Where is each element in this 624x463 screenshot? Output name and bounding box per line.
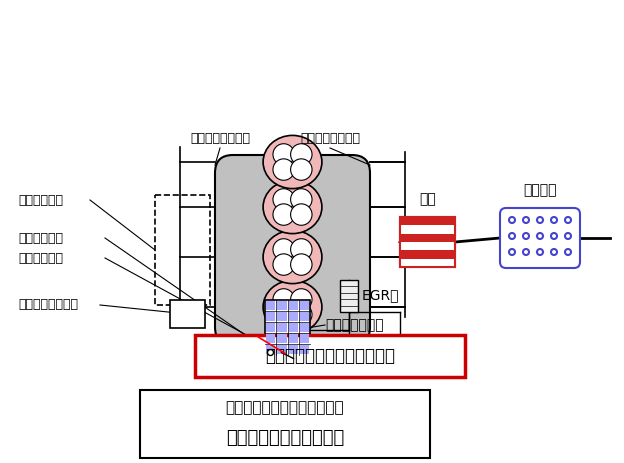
Bar [266,301,275,310]
Circle shape [273,304,295,325]
Bar [277,301,286,310]
Bar [300,323,309,332]
Text: 吸気レゾネーター: 吸気レゾネーター [18,299,78,312]
Ellipse shape [263,281,322,334]
Bar [277,323,286,332]
Text: スロットル弁: スロットル弁 [18,251,63,264]
Circle shape [273,239,295,260]
Text: 排気マニホールド: 排気マニホールド [300,131,360,144]
Bar [400,242,455,250]
Text: 吸気マニホールド: 吸気マニホールド [190,131,250,144]
Ellipse shape [263,135,322,188]
Circle shape [291,304,312,325]
Text: 触媒: 触媒 [419,192,436,206]
Bar [277,334,286,343]
Bar [170,300,205,328]
Bar [278,340,296,365]
Text: 吸・排気系システム概要: 吸・排気系システム概要 [226,429,344,447]
Text: 流量（エアフロー）センサー: 流量（エアフロー）センサー [265,347,395,365]
Circle shape [291,204,312,225]
Text: サージタンク: サージタンク [18,194,63,206]
Circle shape [268,350,273,356]
Bar [288,345,298,354]
Bar [277,312,286,321]
Circle shape [291,289,312,310]
Bar [266,323,275,332]
Circle shape [291,254,312,275]
Circle shape [291,144,312,165]
Bar [265,300,310,355]
Bar [266,345,275,354]
Text: EGR弁: EGR弁 [362,288,399,302]
Bar [400,217,455,267]
Ellipse shape [263,181,322,234]
Text: 圧力センサー: 圧力センサー [18,232,63,244]
Bar [300,345,309,354]
Bar [288,301,298,310]
Bar [400,217,455,267]
Bar [300,312,309,321]
Bar [300,301,309,310]
Bar [195,335,465,377]
Text: エアクリーナー: エアクリーナー [325,318,384,332]
FancyBboxPatch shape [215,155,370,345]
Bar [400,250,455,259]
Circle shape [273,159,295,180]
Circle shape [291,239,312,260]
Bar [400,259,455,267]
Ellipse shape [263,231,322,284]
Bar [288,312,298,321]
Circle shape [273,254,295,275]
Bar [400,234,455,242]
Bar [400,225,455,234]
Bar [288,334,298,343]
Circle shape [291,159,312,180]
Circle shape [291,189,312,210]
Text: （ガソリンエンジンの場合）: （ガソリンエンジンの場合） [226,400,344,415]
Bar [288,323,298,332]
Bar [400,217,455,225]
Bar [266,312,275,321]
Text: マフラー: マフラー [524,183,557,197]
Bar [266,334,275,343]
FancyBboxPatch shape [500,208,580,268]
Bar [140,390,430,458]
Bar [340,280,358,312]
Circle shape [273,289,295,310]
Bar [277,345,286,354]
Circle shape [273,204,295,225]
Bar [300,334,309,343]
Bar [155,195,210,305]
Circle shape [273,189,295,210]
Circle shape [273,144,295,165]
